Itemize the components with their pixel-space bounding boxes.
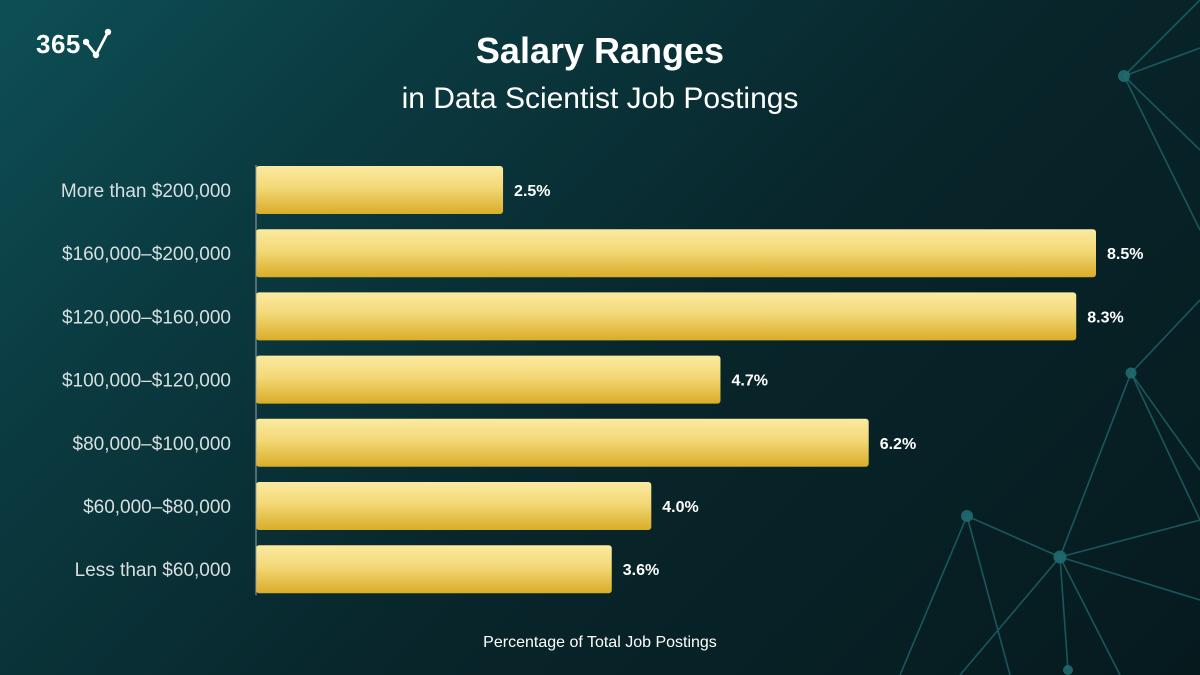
brand-logo: 365 [36,28,113,60]
bar [256,166,504,214]
data-label: 4.7% [731,373,767,390]
bar [256,482,652,530]
chart-subtitle: in Data Scientist Job Postings [401,82,799,115]
x-axis-label: Percentage of Total Job Postings [483,634,717,651]
logo-text: 365 [36,28,81,59]
category-label: $160,000–$200,000 [62,244,231,265]
data-label: 6.2% [880,436,916,453]
bar [256,355,721,404]
bar [256,229,1096,278]
category-label: $60,000–$80,000 [83,497,231,518]
category-label: $100,000–$120,000 [62,371,231,392]
data-label: 3.6% [623,562,659,579]
logo-check-icon [82,28,112,59]
data-label: 4.0% [662,499,698,516]
category-label: Less than $60,000 [75,560,231,581]
bar [256,292,1077,341]
data-label: 8.5% [1107,246,1143,263]
chart-title: Salary Ranges [475,30,725,71]
category-label: $120,000–$160,000 [62,307,231,328]
data-label: 8.3% [1087,309,1123,326]
category-label: More than $200,000 [61,181,231,202]
bar [256,418,869,467]
data-label: 2.5% [514,183,550,200]
category-label: $80,000–$100,000 [73,434,232,455]
bar [256,545,612,594]
